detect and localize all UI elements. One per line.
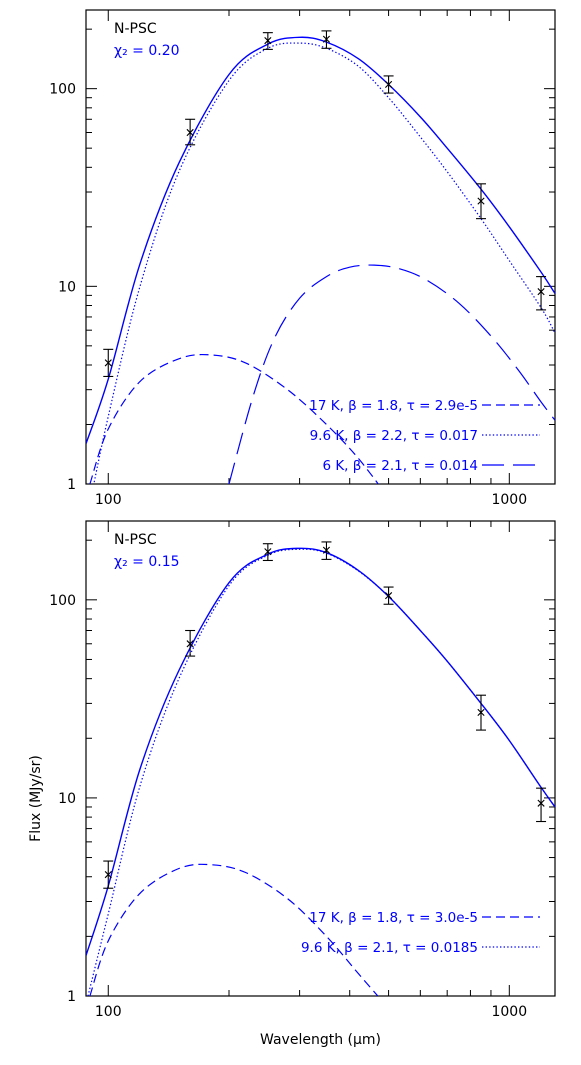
fit-label: χ₂ = 0.20	[114, 43, 180, 59]
series-line-dotted	[93, 42, 555, 484]
data-point	[477, 197, 485, 205]
observations	[103, 30, 547, 378]
y-tick-label: 10	[58, 791, 76, 807]
chart-title: N-PSC	[114, 21, 157, 37]
x-axis-label: Wavelength (μm)	[260, 1032, 381, 1048]
plot-frame	[85, 520, 556, 997]
fit-label: χ₂ = 0.15	[114, 554, 180, 570]
series-line-dotted	[87, 548, 555, 996]
series-line-dashed	[89, 353, 379, 484]
plot-frame	[85, 9, 556, 485]
legend-label: 17 K, β = 1.8, τ = 2.9e-5	[309, 398, 478, 414]
data-point	[186, 128, 194, 137]
y-tick-label: 1	[67, 477, 76, 493]
data-point	[104, 871, 112, 879]
legend-label: 9.6 K, β = 2.1, τ = 0.0185	[301, 940, 478, 956]
y-axis-label: Flux (MJy/sr)	[28, 755, 44, 842]
chart-title: N-PSC	[114, 532, 157, 548]
chart-panel-1: 100 1000 1 10 100 N-PSC χ₂ = 0.20 17 K, β = 1.8…	[49, 9, 556, 508]
legend-label: 6 K, β = 2.1, τ = 0.014	[322, 458, 478, 474]
y-tick-label: 100	[49, 593, 76, 609]
series-line-long-dashed	[228, 264, 555, 484]
series-line-solid	[86, 547, 555, 956]
chart-panel-2: 100 1000 1 10 100 N-PSC χ₂ = 0.15 Wavelength (μ…	[28, 520, 556, 1048]
y-tick-label: 10	[58, 279, 76, 295]
x-tick-label: 1000	[491, 492, 527, 508]
data-point	[384, 592, 393, 600]
data-point	[384, 80, 393, 89]
data-point	[537, 288, 545, 296]
x-tick-label: 100	[95, 1004, 122, 1020]
data-point	[104, 359, 112, 367]
y-tick-label: 1	[67, 989, 76, 1005]
data-point	[477, 708, 485, 717]
y-tick-label: 100	[49, 82, 76, 98]
observations	[103, 541, 547, 889]
series-line-dashed	[89, 863, 379, 996]
x-tick-label: 100	[95, 492, 122, 508]
data-point	[322, 35, 331, 43]
data-point	[537, 799, 545, 807]
data-point	[264, 548, 272, 556]
series-group	[86, 547, 555, 996]
legend-label: 9.6 K, β = 2.2, τ = 0.017	[310, 428, 478, 444]
x-tick-label: 1000	[491, 1004, 527, 1020]
legend-label: 17 K, β = 1.8, τ = 3.0e-5	[309, 910, 478, 926]
data-point	[186, 640, 194, 648]
data-point	[264, 37, 272, 45]
series-line-solid	[86, 36, 555, 444]
data-point	[322, 546, 331, 554]
